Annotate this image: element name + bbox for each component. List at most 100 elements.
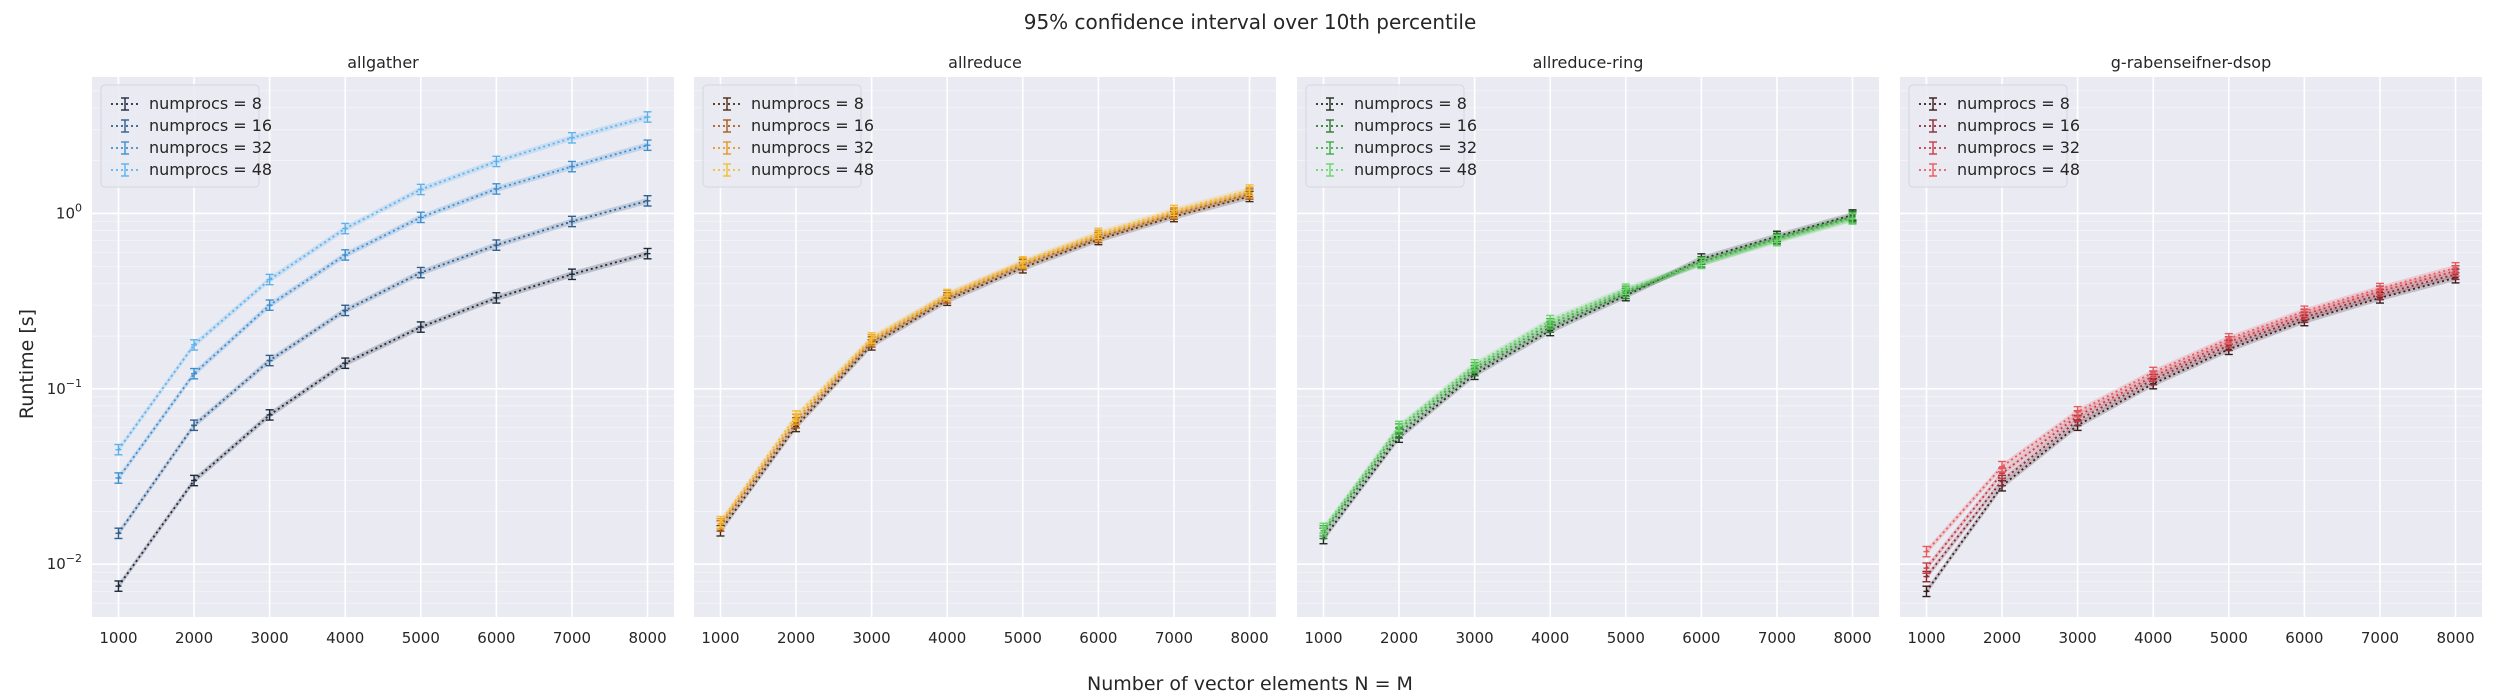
legend-label: numprocs = 48 xyxy=(149,160,272,179)
data-point xyxy=(1169,204,1178,217)
x-tick-label: 4000 xyxy=(326,629,364,647)
data-point xyxy=(943,288,952,301)
series-4 xyxy=(114,111,652,456)
y-tick-exponent: −2 xyxy=(66,552,82,565)
series-line xyxy=(1925,273,2456,578)
x-tick-label: 7000 xyxy=(2361,629,2399,647)
data-point xyxy=(416,266,425,279)
x-tick-label: 7000 xyxy=(553,629,591,647)
y-tick-base: 10 xyxy=(47,380,66,398)
legend-label: numprocs = 16 xyxy=(1354,116,1477,135)
series-4 xyxy=(1319,213,1857,535)
data-point xyxy=(114,443,123,456)
data-point xyxy=(190,419,199,432)
series-line xyxy=(719,195,1250,532)
data-point xyxy=(1094,227,1103,240)
legend-item: numprocs = 32 xyxy=(1919,138,2080,157)
x-tick-label: 2000 xyxy=(175,629,213,647)
data-point xyxy=(190,339,199,351)
x-tick-label: 8000 xyxy=(2436,629,2474,647)
data-point xyxy=(1772,234,1781,247)
legend: numprocs = 8 numprocs = 16 numprocs = 32 nu… xyxy=(1305,84,1477,188)
data-point xyxy=(1848,213,1857,225)
data-point xyxy=(643,195,652,207)
data-point xyxy=(1922,562,1931,574)
y-axis-label: Runtime [s] xyxy=(16,309,38,419)
data-point xyxy=(114,527,123,540)
x-tick-label: 3000 xyxy=(853,629,891,647)
x-tick-label: 4000 xyxy=(2134,629,2172,647)
y-tick-base: 10 xyxy=(56,204,75,222)
series-4 xyxy=(1922,261,2460,558)
y-tick-label: 10−1 xyxy=(47,377,82,398)
legend-label: numprocs = 8 xyxy=(149,94,262,113)
chart-suptitle: 95% confidence interval over 10th percen… xyxy=(1024,10,1477,34)
series-line xyxy=(1925,270,2456,569)
x-tick-label: 2000 xyxy=(777,629,815,647)
x-tick-label: 5000 xyxy=(1004,629,1042,647)
data-point xyxy=(492,239,501,251)
series-line xyxy=(1322,215,1853,534)
data-point xyxy=(1546,314,1555,327)
data-point xyxy=(1018,255,1027,268)
legend-item: numprocs = 48 xyxy=(713,160,874,179)
data-point xyxy=(190,367,199,380)
data-point xyxy=(416,183,425,196)
legend-label: numprocs = 48 xyxy=(751,160,874,179)
series-line xyxy=(117,252,648,587)
series-line xyxy=(1322,217,1853,532)
data-point xyxy=(1922,585,1931,598)
series-4 xyxy=(716,184,1254,528)
x-tick-label: 3000 xyxy=(2059,629,2097,647)
data-point xyxy=(492,183,501,195)
x-tick-label: 4000 xyxy=(928,629,966,647)
x-tick-label: 7000 xyxy=(1758,629,1796,647)
legend-label: numprocs = 8 xyxy=(1957,94,2070,113)
series-line xyxy=(1925,266,2456,553)
x-tick-label: 6000 xyxy=(477,629,515,647)
series-2 xyxy=(114,195,652,540)
data-point xyxy=(567,215,576,228)
series-line xyxy=(1925,276,2456,592)
data-point xyxy=(114,472,123,484)
legend-item: numprocs = 8 xyxy=(111,94,262,113)
data-point xyxy=(265,273,274,286)
x-tick-label: 5000 xyxy=(1607,629,1645,647)
x-tick-label: 6000 xyxy=(1079,629,1117,647)
data-point xyxy=(2300,305,2309,318)
minor-gridlines xyxy=(92,90,674,604)
data-point xyxy=(643,247,652,260)
data-point xyxy=(114,580,123,592)
x-tick-label: 2000 xyxy=(1380,629,1418,647)
x-tick-label: 2000 xyxy=(1983,629,2021,647)
series-line xyxy=(719,193,1250,527)
legend-label: numprocs = 32 xyxy=(751,138,874,157)
data-point xyxy=(2149,366,2158,379)
y-tick-base: 10 xyxy=(47,555,66,573)
legend-item: numprocs = 16 xyxy=(713,116,874,135)
legend-label: numprocs = 32 xyxy=(1354,138,1477,157)
legend-label: numprocs = 8 xyxy=(751,94,864,113)
data-point xyxy=(2375,282,2384,295)
data-point xyxy=(2224,332,2233,345)
y-tick-exponent: 0 xyxy=(75,201,82,214)
x-tick-label: 6000 xyxy=(2285,629,2323,647)
data-point xyxy=(341,304,350,317)
series-line xyxy=(1322,214,1853,540)
x-tick-label: 3000 xyxy=(1456,629,1494,647)
y-tick-label: 100 xyxy=(56,201,82,222)
legend-item: numprocs = 48 xyxy=(111,160,272,179)
legend-item: numprocs = 32 xyxy=(111,138,272,157)
data-point xyxy=(190,474,199,487)
x-tick-label: 1000 xyxy=(1907,629,1945,647)
data-point xyxy=(2073,405,2082,418)
legend: numprocs = 8 numprocs = 16 numprocs = 32 nu… xyxy=(1908,84,2080,188)
panel-3: 1000 2000 3000 4000 5000 6000 7000 8000 allreduc… xyxy=(1297,53,1879,647)
legend-item: numprocs = 8 xyxy=(1316,94,1467,113)
x-tick-label: 5000 xyxy=(402,629,440,647)
legend-label: numprocs = 32 xyxy=(149,138,272,157)
legend-box xyxy=(702,84,862,188)
x-tick-label: 4000 xyxy=(1531,629,1569,647)
